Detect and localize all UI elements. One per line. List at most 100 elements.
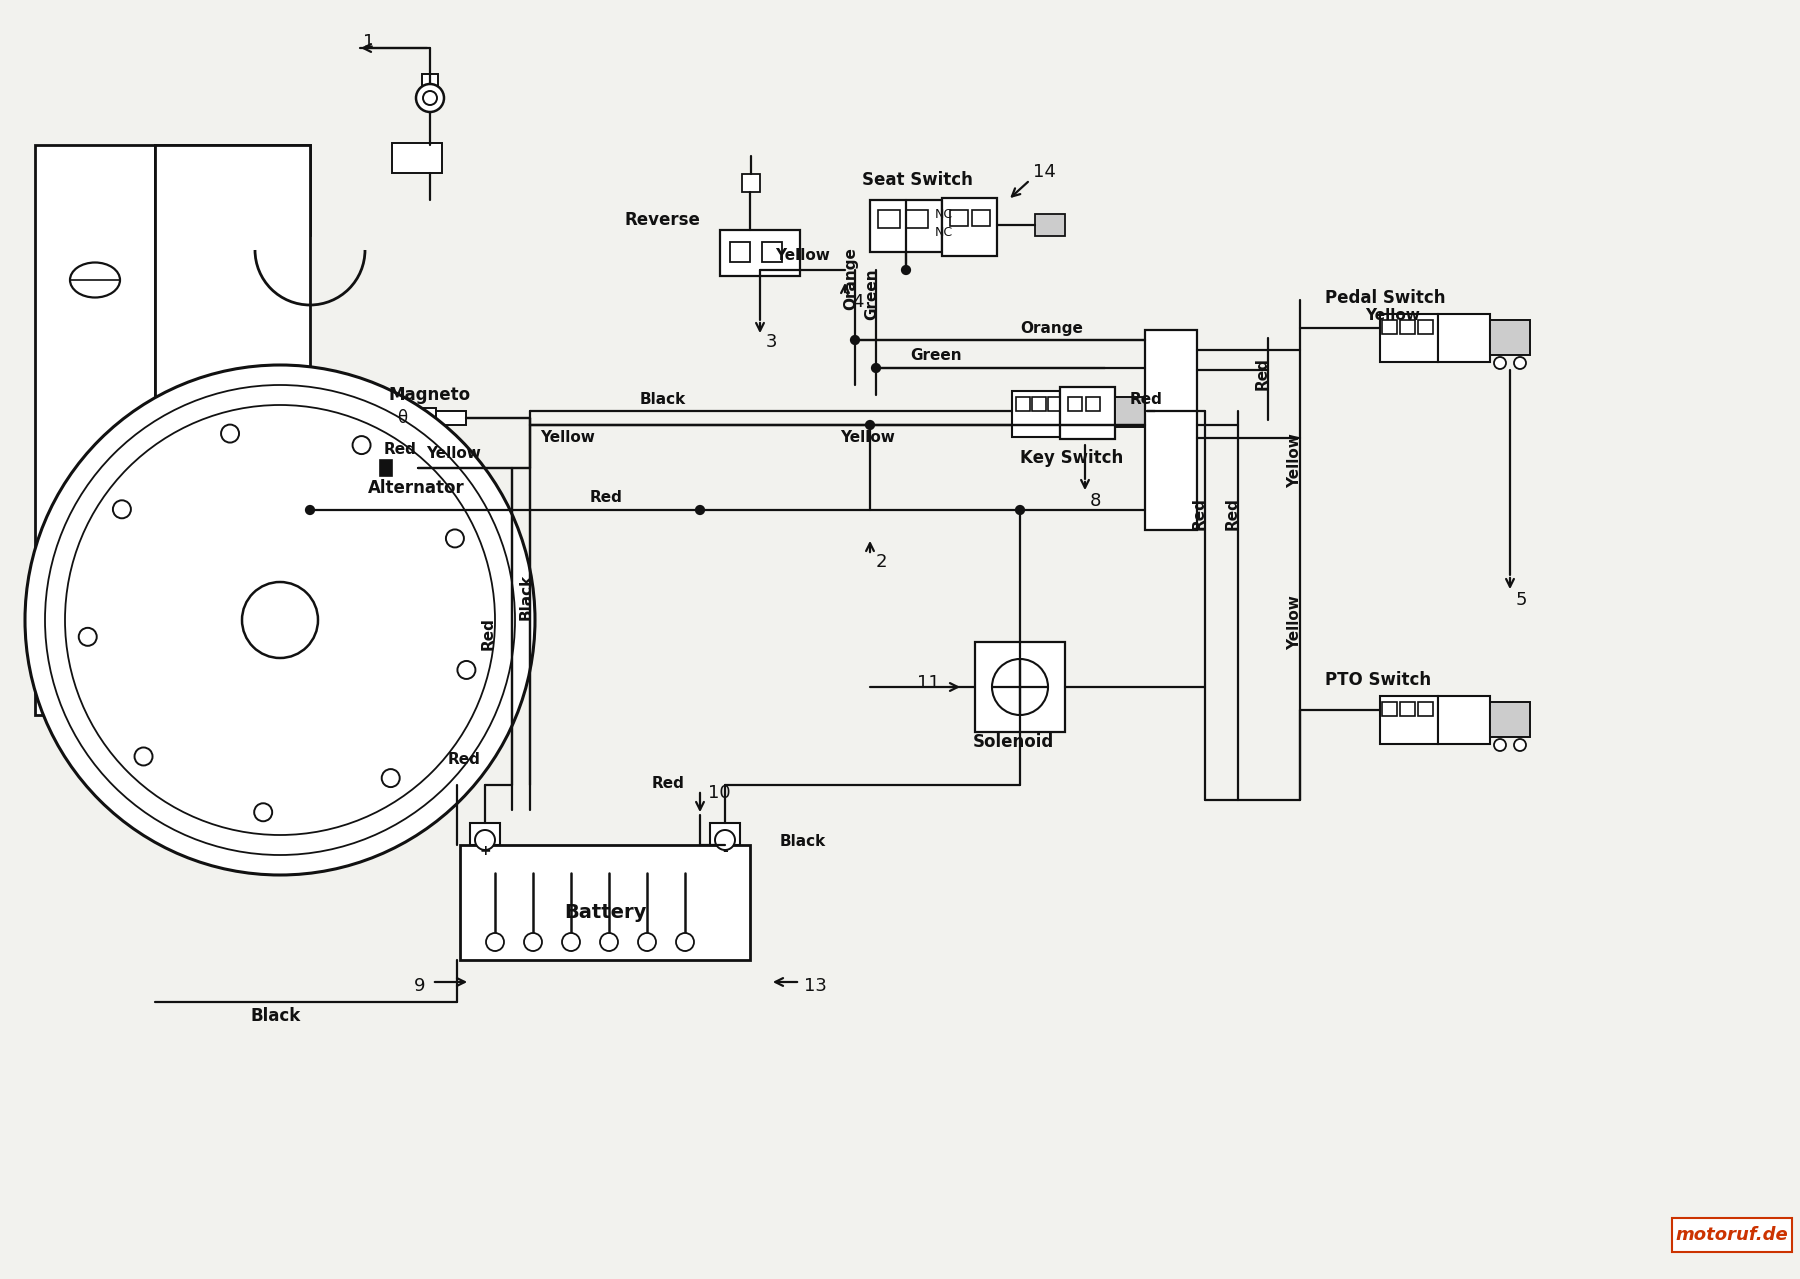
- Bar: [709, 822, 740, 845]
- Circle shape: [382, 769, 400, 787]
- Bar: [1400, 320, 1415, 334]
- Ellipse shape: [70, 262, 121, 298]
- Bar: [1382, 702, 1397, 716]
- Circle shape: [221, 425, 239, 443]
- Text: 13: 13: [805, 977, 826, 995]
- Circle shape: [45, 385, 515, 854]
- Text: 14: 14: [1033, 162, 1057, 182]
- Circle shape: [457, 661, 475, 679]
- Text: Black: Black: [779, 834, 826, 848]
- Text: Yellow: Yellow: [841, 430, 895, 445]
- Bar: [1418, 320, 1433, 334]
- Text: Magneto: Magneto: [389, 386, 470, 404]
- Text: +: +: [479, 844, 491, 858]
- Circle shape: [135, 747, 153, 765]
- Bar: [976, 642, 1066, 732]
- Circle shape: [697, 506, 704, 514]
- Bar: [155, 145, 310, 715]
- Bar: [1060, 388, 1114, 439]
- Text: Yellow: Yellow: [1364, 308, 1420, 324]
- Text: Orange: Orange: [842, 247, 859, 310]
- Circle shape: [254, 803, 272, 821]
- Text: Orange: Orange: [1021, 321, 1084, 335]
- Text: Yellow: Yellow: [776, 248, 830, 263]
- Text: 9: 9: [414, 977, 425, 995]
- Text: Yellow: Yellow: [1287, 434, 1301, 489]
- Circle shape: [113, 500, 131, 518]
- Text: 3: 3: [767, 333, 778, 350]
- Text: Yellow: Yellow: [1287, 595, 1301, 650]
- Bar: [1031, 396, 1046, 411]
- Bar: [1438, 315, 1490, 362]
- Bar: [972, 210, 990, 226]
- Bar: [1012, 391, 1060, 437]
- Text: Yellow: Yellow: [427, 446, 481, 462]
- Circle shape: [25, 365, 535, 875]
- Text: PTO Switch: PTO Switch: [1325, 671, 1431, 689]
- Text: 11: 11: [916, 674, 940, 692]
- Bar: [941, 198, 997, 256]
- Circle shape: [306, 506, 313, 514]
- Text: Red: Red: [448, 752, 481, 767]
- Bar: [1035, 214, 1066, 237]
- Bar: [1490, 320, 1530, 356]
- Bar: [761, 242, 781, 262]
- Circle shape: [1494, 739, 1507, 751]
- Circle shape: [562, 932, 580, 952]
- Bar: [905, 210, 929, 228]
- Circle shape: [1514, 357, 1526, 370]
- Text: Pedal Switch: Pedal Switch: [1325, 289, 1445, 307]
- Text: θ: θ: [398, 409, 407, 427]
- Circle shape: [866, 421, 875, 428]
- Text: Green: Green: [911, 348, 961, 363]
- Bar: [392, 143, 443, 173]
- Text: Red: Red: [481, 618, 497, 650]
- Bar: [1114, 396, 1147, 427]
- Text: 1: 1: [364, 33, 374, 51]
- Bar: [1067, 396, 1082, 411]
- Bar: [421, 74, 437, 90]
- Text: Red: Red: [1192, 498, 1208, 530]
- Bar: [1382, 320, 1397, 334]
- Text: -: -: [722, 844, 727, 858]
- Bar: [1048, 396, 1062, 411]
- Text: Red: Red: [1130, 391, 1163, 407]
- Circle shape: [715, 830, 734, 851]
- Text: 5: 5: [1516, 591, 1528, 609]
- Circle shape: [79, 628, 97, 646]
- Text: 2: 2: [877, 553, 887, 570]
- Text: NC: NC: [934, 225, 954, 238]
- Text: 10: 10: [707, 784, 731, 802]
- Circle shape: [1514, 739, 1526, 751]
- Bar: [720, 230, 799, 276]
- Text: 8: 8: [1091, 492, 1102, 510]
- Bar: [742, 174, 760, 192]
- Bar: [869, 200, 941, 252]
- Bar: [1145, 330, 1197, 530]
- Bar: [1015, 396, 1030, 411]
- Circle shape: [416, 84, 445, 113]
- Bar: [1085, 396, 1100, 411]
- Bar: [1672, 1218, 1793, 1252]
- Bar: [1490, 702, 1530, 737]
- Circle shape: [475, 830, 495, 851]
- Circle shape: [524, 932, 542, 952]
- Bar: [418, 408, 436, 428]
- Bar: [396, 460, 418, 476]
- Circle shape: [677, 932, 695, 952]
- Circle shape: [486, 932, 504, 952]
- Circle shape: [992, 659, 1048, 715]
- Circle shape: [637, 932, 655, 952]
- Circle shape: [446, 530, 464, 547]
- Text: Black: Black: [250, 1007, 301, 1024]
- Text: Red: Red: [652, 775, 684, 790]
- Circle shape: [353, 436, 371, 454]
- Text: Battery: Battery: [563, 903, 646, 921]
- Text: Seat Switch: Seat Switch: [862, 171, 972, 189]
- Text: motoruf.de: motoruf.de: [1676, 1227, 1789, 1244]
- Bar: [461, 845, 751, 961]
- Ellipse shape: [70, 472, 121, 508]
- Text: 4: 4: [851, 293, 864, 311]
- Circle shape: [65, 405, 495, 835]
- Bar: [1381, 315, 1438, 362]
